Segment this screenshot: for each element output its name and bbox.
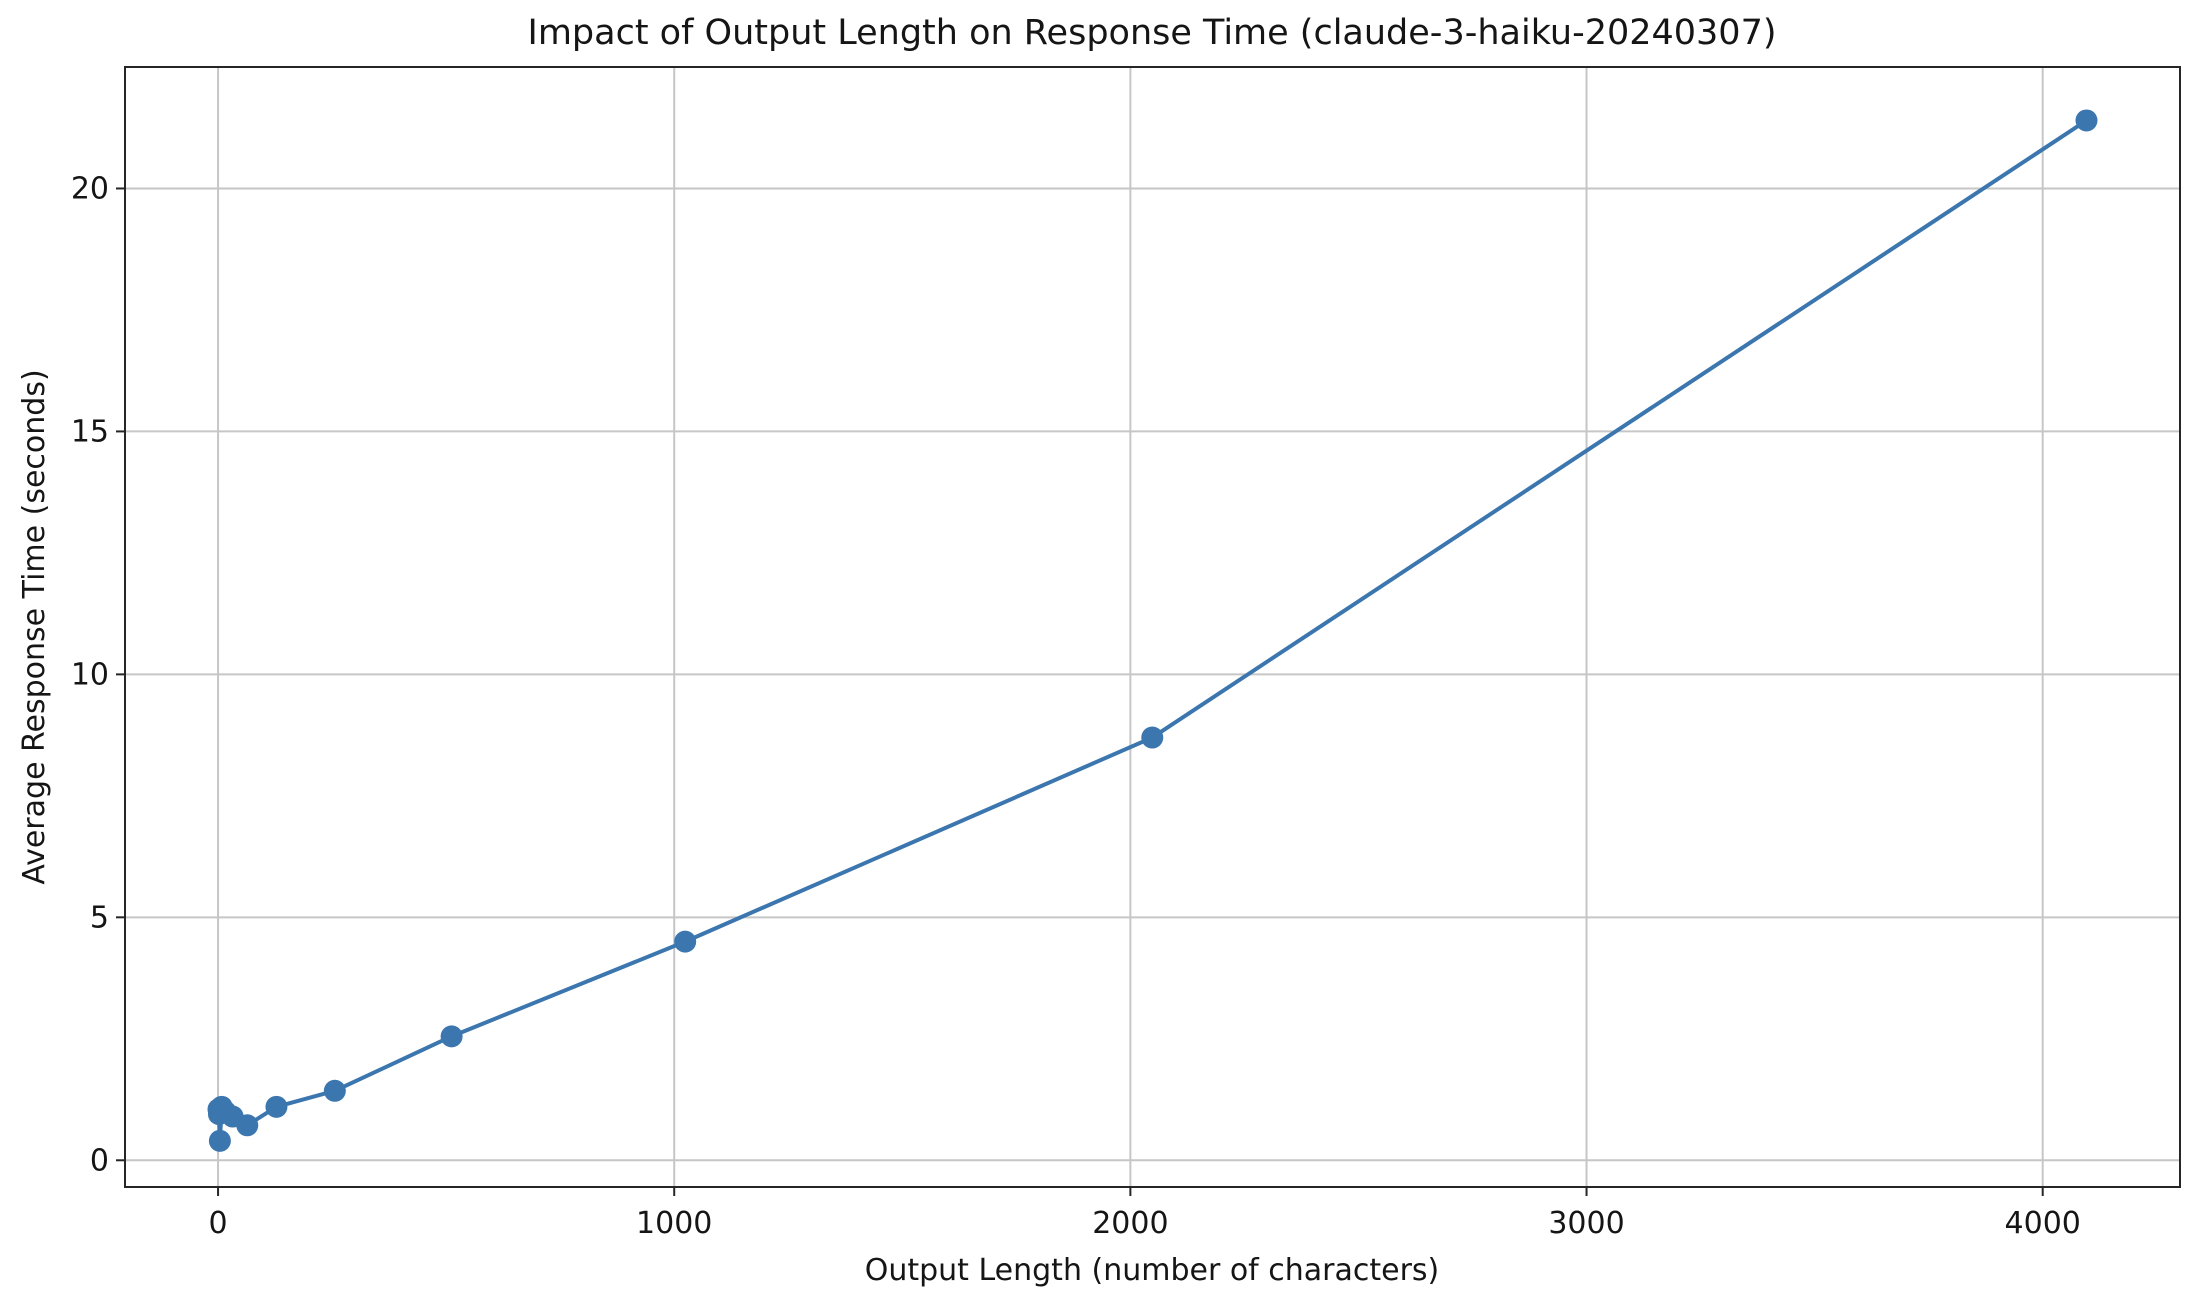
y-tick-label: 20: [71, 171, 109, 206]
plot-background: [125, 67, 2180, 1187]
data-point: [674, 930, 697, 953]
data-point: [265, 1095, 288, 1118]
x-tick-label: 4000: [2005, 1206, 2081, 1241]
data-point: [440, 1025, 463, 1048]
x-axis-label: Output Length (number of characters): [865, 1253, 1440, 1288]
x-tick-label: 2000: [1092, 1206, 1168, 1241]
y-tick-label: 5: [90, 900, 109, 935]
grid-layer: [125, 67, 2180, 1187]
plot-area: [125, 67, 2180, 1187]
data-point: [323, 1079, 346, 1102]
x-tick-label: 1000: [636, 1206, 712, 1241]
axes-spines: [124, 66, 2181, 1188]
y-tick-label: 15: [71, 414, 109, 449]
y-tick-label: 0: [90, 1143, 109, 1178]
plot-border: [124, 66, 2181, 1188]
data-point: [2075, 109, 2098, 132]
data-point: [236, 1114, 259, 1137]
x-tick-label: 3000: [1548, 1206, 1624, 1241]
data-point: [1141, 726, 1164, 749]
data-series-layer: [207, 109, 2098, 1152]
y-axis-label: Average Response Time (seconds): [17, 369, 52, 884]
data-point: [208, 1129, 231, 1152]
tick-layer: 0 1000 2000 3000 4000 0 5 10 15 20: [71, 171, 2081, 1241]
chart-title: Impact of Output Length on Response Time…: [528, 13, 1777, 53]
x-tick-label: 0: [209, 1206, 228, 1241]
y-tick-label: 10: [71, 657, 109, 692]
